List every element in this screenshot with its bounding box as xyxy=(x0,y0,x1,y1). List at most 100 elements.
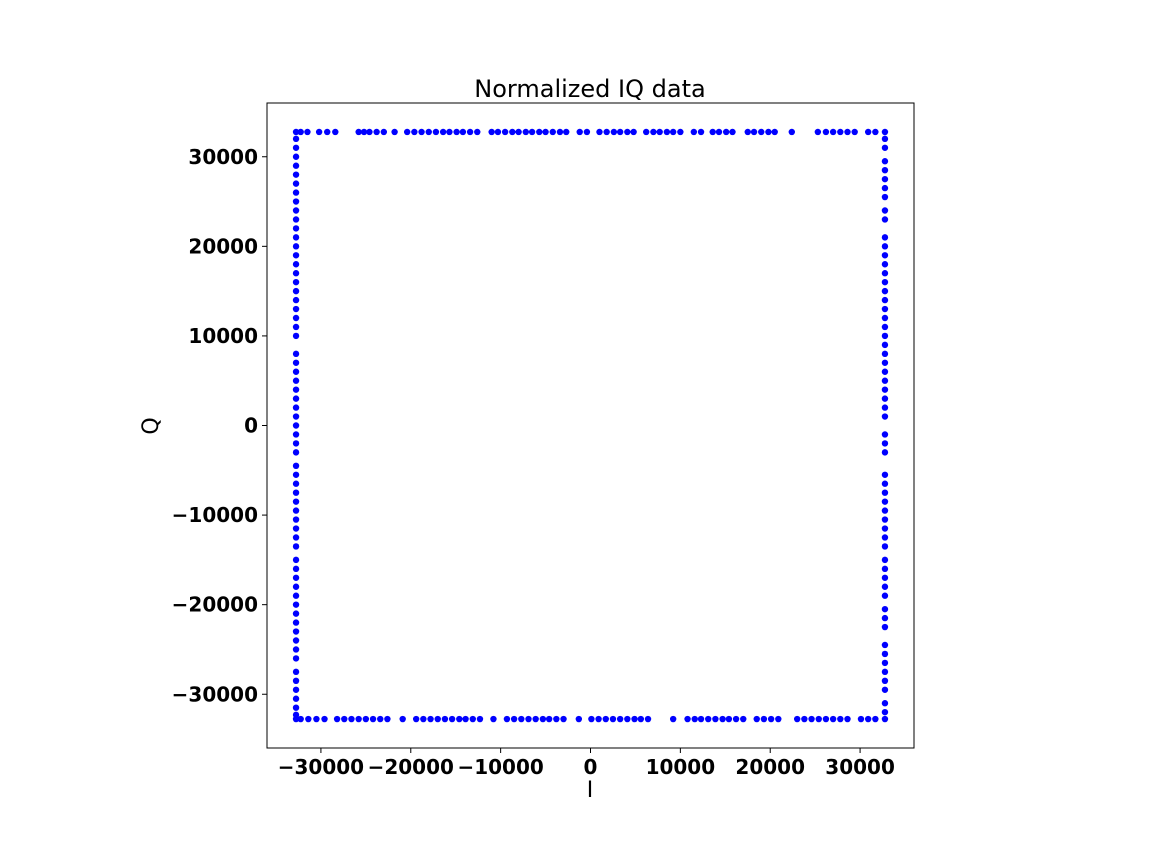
data-point xyxy=(881,386,889,393)
data-point xyxy=(292,128,300,136)
data-point xyxy=(545,715,553,723)
data-point xyxy=(583,128,591,136)
data-point xyxy=(476,715,484,723)
data-point xyxy=(501,128,509,136)
x-axis: −30000 −20000 −10000 0 10000 20000 30000 xyxy=(278,748,895,779)
data-point xyxy=(744,128,751,136)
data-point xyxy=(292,471,300,478)
data-point xyxy=(292,422,300,429)
data-point xyxy=(459,128,467,136)
data-point xyxy=(656,128,663,136)
data-point xyxy=(525,715,532,723)
y-tick-label: 10000 xyxy=(188,324,258,348)
y-tick-label: −20000 xyxy=(172,593,258,617)
data-point xyxy=(380,128,388,136)
data-point xyxy=(881,359,889,366)
data-point xyxy=(881,234,889,241)
data-point xyxy=(292,207,300,214)
data-point xyxy=(434,715,441,723)
data-point xyxy=(881,350,889,358)
data-point xyxy=(760,715,768,723)
data-point xyxy=(669,715,677,723)
data-point xyxy=(542,128,549,136)
data-point xyxy=(732,715,740,723)
data-point xyxy=(292,153,300,160)
data-point xyxy=(292,711,300,719)
data-point xyxy=(630,128,637,136)
data-point xyxy=(881,700,889,707)
data-point xyxy=(765,128,772,136)
data-point xyxy=(403,128,411,136)
data-point xyxy=(881,516,889,523)
data-point xyxy=(712,715,719,723)
data-point xyxy=(793,715,801,723)
data-point xyxy=(864,715,872,723)
y-tick-label: 0 xyxy=(244,414,258,438)
data-point xyxy=(292,261,300,268)
data-point xyxy=(292,252,300,259)
data-point xyxy=(292,619,300,626)
data-point xyxy=(881,252,889,259)
x-tick-label: 20000 xyxy=(735,755,805,779)
data-point xyxy=(292,574,300,581)
data-point xyxy=(881,278,889,286)
data-point xyxy=(881,650,889,658)
data-point xyxy=(697,715,705,723)
x-axis-label: I xyxy=(587,778,594,803)
data-point xyxy=(528,128,536,136)
data-point xyxy=(515,128,522,136)
data-point xyxy=(881,623,889,631)
data-point xyxy=(771,128,778,136)
data-point xyxy=(684,715,691,723)
data-point xyxy=(881,507,889,514)
data-point xyxy=(292,565,300,573)
data-point xyxy=(420,715,427,723)
data-point xyxy=(616,128,624,136)
data-point xyxy=(801,715,808,723)
data-point xyxy=(292,368,300,375)
data-point xyxy=(292,216,300,223)
data-point xyxy=(373,128,380,136)
chart-title: Normalized IQ data xyxy=(474,75,705,103)
data-point xyxy=(881,377,889,384)
data-point xyxy=(829,128,837,136)
data-point xyxy=(837,128,844,136)
data-point xyxy=(292,135,300,143)
data-point xyxy=(851,128,858,136)
data-point xyxy=(595,715,602,723)
data-point xyxy=(553,715,560,723)
data-point xyxy=(292,162,300,169)
data-point xyxy=(292,525,300,532)
data-point xyxy=(729,128,736,136)
data-point xyxy=(391,128,398,136)
data-point xyxy=(360,128,368,136)
data-point xyxy=(462,715,469,723)
data-point xyxy=(362,715,370,723)
data-point xyxy=(456,715,463,723)
data-point xyxy=(425,128,432,136)
data-point xyxy=(313,715,320,723)
data-point xyxy=(292,440,300,447)
data-point xyxy=(881,659,889,667)
x-tick-label: 10000 xyxy=(646,755,716,779)
data-point xyxy=(881,431,889,438)
data-point xyxy=(690,128,698,136)
data-point xyxy=(844,715,851,723)
data-point xyxy=(341,715,348,723)
x-tick-label: −20000 xyxy=(368,755,454,779)
data-point xyxy=(292,350,300,358)
y-axis: −30000 −20000 −10000 0 10000 20000 30000 xyxy=(172,145,267,706)
data-point xyxy=(292,189,300,196)
data-point xyxy=(292,287,300,295)
data-point xyxy=(441,715,449,723)
data-point xyxy=(292,556,300,564)
data-point xyxy=(881,193,889,201)
data-point xyxy=(556,128,564,136)
data-point xyxy=(292,144,300,151)
data-point xyxy=(292,686,300,693)
data-point xyxy=(881,534,889,541)
data-point xyxy=(411,128,418,136)
data-point xyxy=(292,637,300,644)
data-point xyxy=(844,128,851,136)
data-point xyxy=(292,534,300,541)
